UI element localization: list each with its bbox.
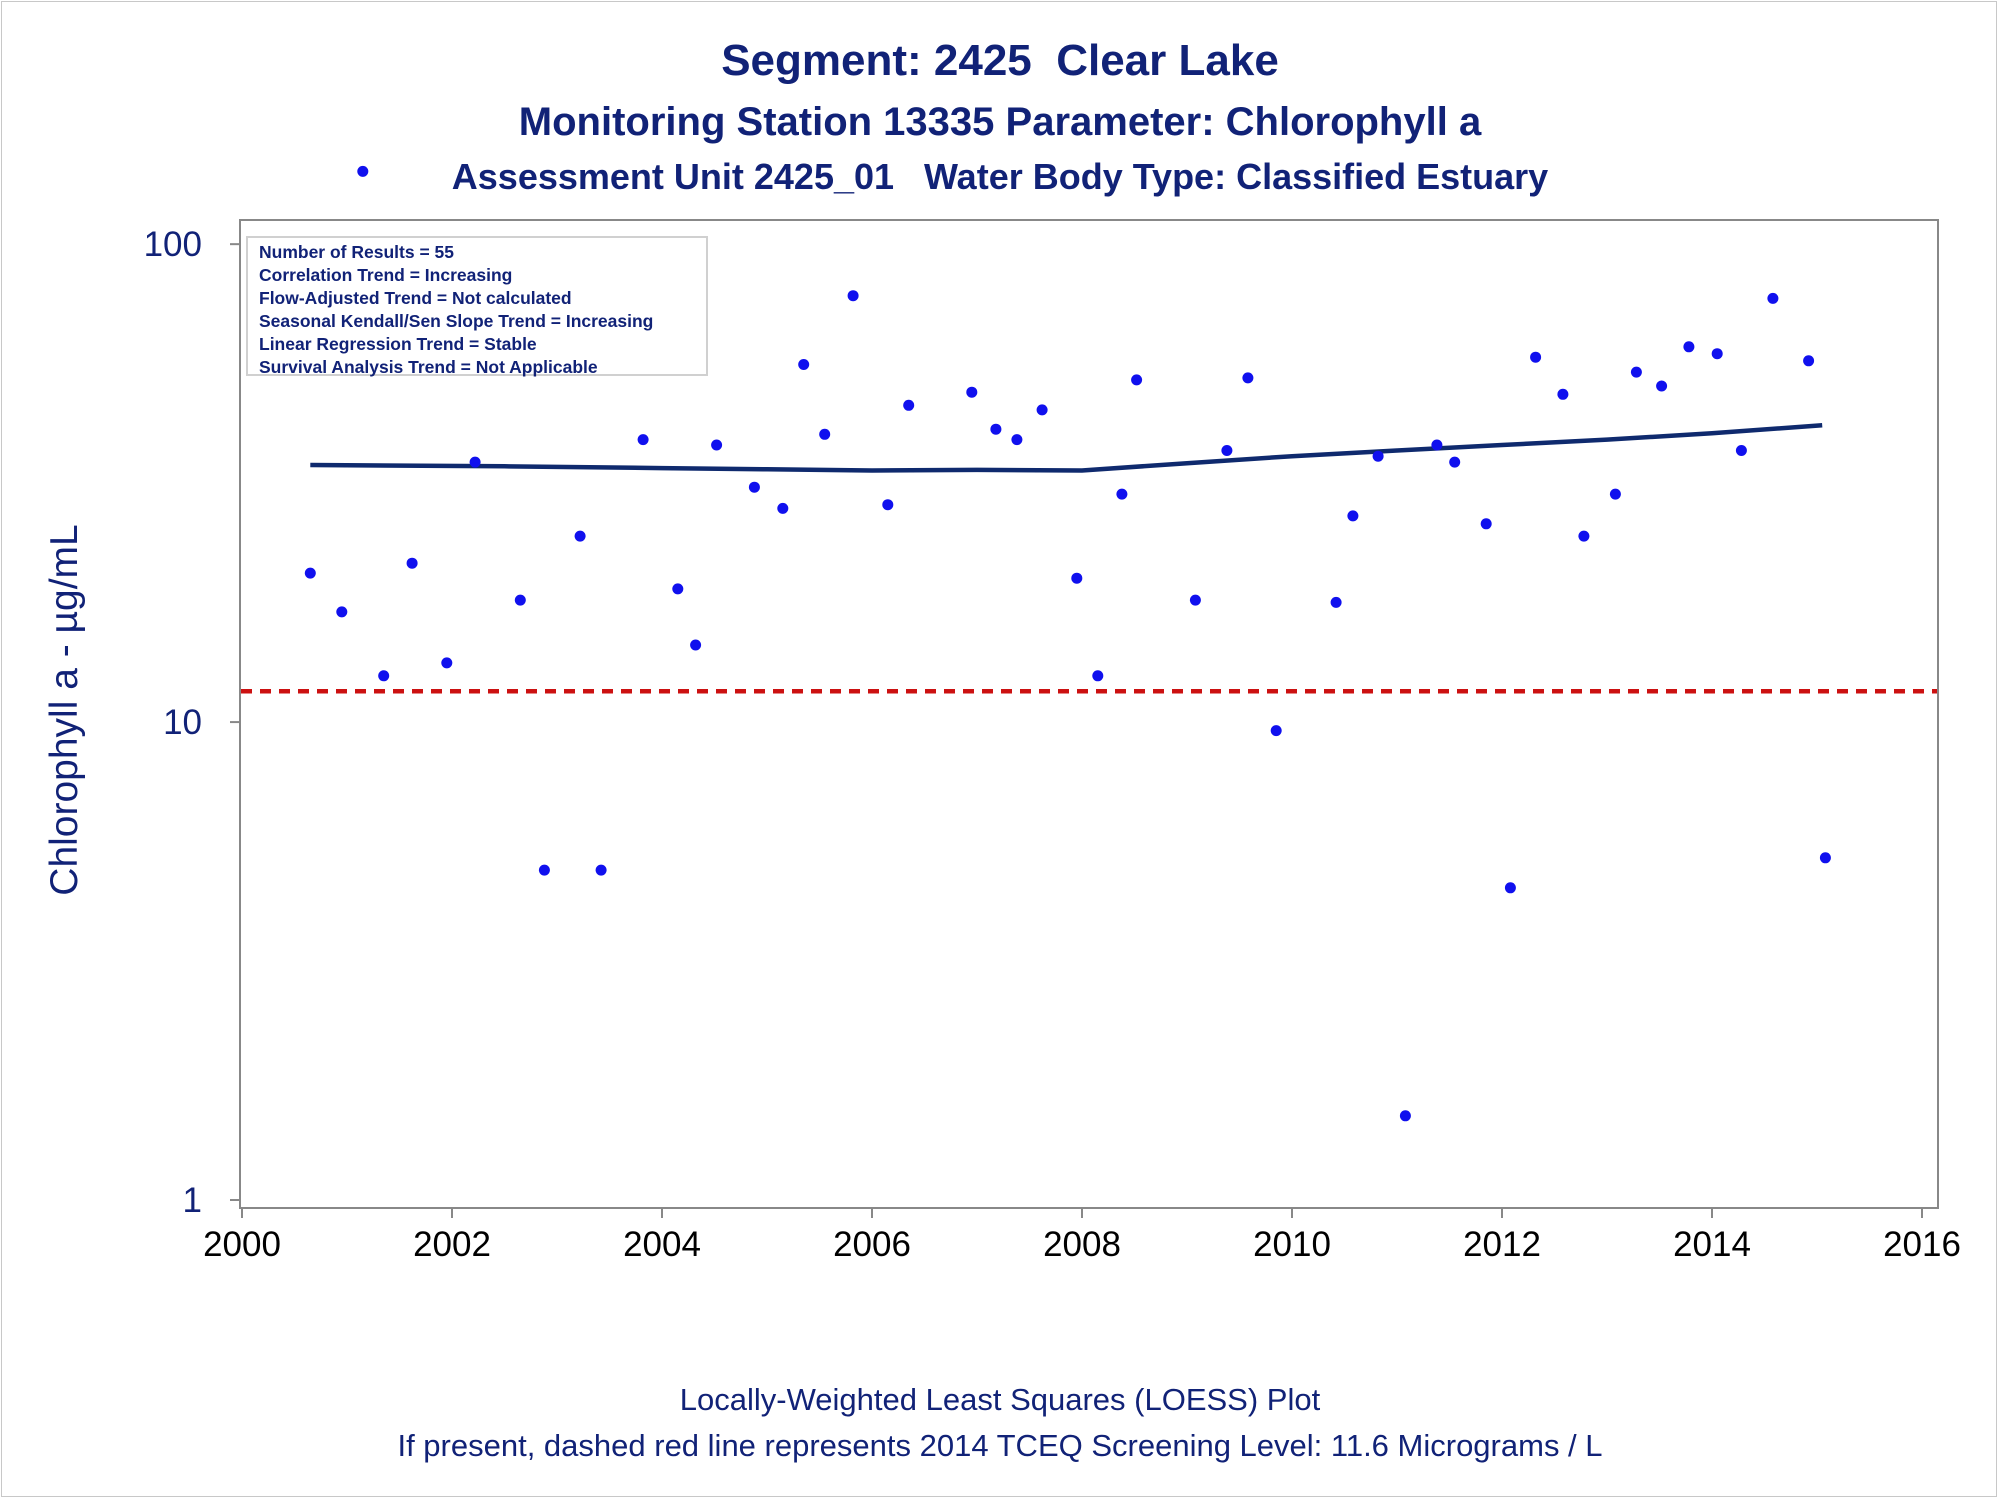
data-point (1711, 348, 1723, 360)
footer-loess-note: Locally-Weighted Least Squares (LOESS) P… (679, 1382, 1321, 1417)
footer-screening-note: If present, dashed red line represents 2… (397, 1428, 1603, 1463)
data-point (595, 864, 607, 876)
data-point (637, 434, 649, 446)
data-point (1683, 341, 1695, 353)
data-point (819, 428, 831, 440)
data-point (1431, 439, 1443, 451)
data-point (1036, 404, 1048, 416)
data-point (1735, 445, 1747, 456)
data-point (1803, 355, 1815, 367)
x-tick-label: 2012 (1463, 1225, 1541, 1264)
data-point (1189, 594, 1201, 606)
data-point (1347, 510, 1359, 522)
chart-subtitle-station: Monitoring Station 13335 Parameter: Chlo… (518, 100, 1482, 144)
data-point (1480, 518, 1492, 530)
data-point (777, 502, 789, 514)
stats-correlation-trend: Correlation Trend = Increasing (259, 265, 513, 285)
x-tick-label: 2008 (1043, 1225, 1121, 1264)
plot-area-border (239, 219, 1939, 1209)
loess-trend-line (310, 422, 1823, 473)
data-point (882, 499, 894, 511)
data-point (1372, 450, 1384, 462)
data-point (711, 439, 723, 451)
data-point (1609, 488, 1621, 500)
data-point (304, 567, 316, 579)
data-point (1330, 596, 1342, 608)
data-point (966, 386, 978, 398)
data-point (1578, 530, 1590, 542)
y-tick-label: 1 (183, 1181, 202, 1220)
data-point (690, 639, 702, 651)
data-point (1092, 670, 1104, 682)
data-point (1399, 1110, 1411, 1122)
x-tick-label: 2010 (1253, 1225, 1331, 1264)
data-point (1630, 366, 1642, 378)
data-point (441, 657, 453, 669)
data-point (1504, 882, 1516, 894)
y-tick-label: 100 (144, 225, 202, 264)
data-point (1071, 572, 1083, 584)
data-point (990, 423, 1002, 435)
data-point (748, 481, 760, 493)
data-point (378, 670, 390, 682)
data-point (336, 606, 348, 618)
stats-number-of-results: Number of Results = 55 (259, 242, 454, 262)
x-tick-label: 2000 (203, 1225, 281, 1264)
data-point (514, 594, 526, 606)
data-point (1221, 445, 1233, 456)
y-tick-label: 10 (163, 703, 202, 742)
data-point (1011, 434, 1023, 446)
x-tick-label: 2004 (623, 1225, 701, 1264)
data-point (798, 359, 810, 370)
data-point (574, 530, 586, 542)
chart-title: Segment: 2425 Clear Lake (721, 36, 1279, 85)
data-point (847, 290, 859, 302)
x-tick-label: 2014 (1673, 1225, 1751, 1264)
data-point (1131, 374, 1143, 386)
stats-seasonal-kendall-trend: Seasonal Kendall/Sen Slope Trend = Incre… (259, 311, 654, 331)
stats-survival-analysis-trend: Survival Analysis Trend = Not Applicable (259, 357, 598, 377)
data-point (1819, 852, 1831, 864)
data-point (672, 583, 684, 595)
stats-linear-regression-trend: Linear Regression Trend = Stable (259, 334, 537, 354)
data-point (469, 456, 481, 468)
x-tick-label: 2016 (1883, 1225, 1961, 1264)
trend-stats-box: Number of Results = 55 Correlation Trend… (246, 236, 708, 377)
y-axis-label: Chlorophyll a - µg/mL (43, 524, 86, 895)
data-point (1767, 292, 1779, 304)
data-point (357, 165, 369, 177)
data-point (1557, 388, 1569, 400)
data-point (1242, 372, 1254, 384)
data-point (406, 557, 418, 569)
data-point (1116, 488, 1128, 500)
data-point (1530, 351, 1542, 363)
data-point (538, 864, 550, 876)
stats-flow-adjusted-trend: Flow-Adjusted Trend = Not calculated (259, 288, 572, 308)
data-point (1449, 456, 1461, 468)
chart-subtitle-assessment: Assessment Unit 2425_01 Water Body Type:… (451, 156, 1549, 197)
data-point (1270, 725, 1282, 737)
data-point (1656, 380, 1668, 392)
x-tick-label: 2006 (833, 1225, 911, 1264)
x-tick-label: 2002 (413, 1225, 491, 1264)
data-point (903, 399, 915, 411)
